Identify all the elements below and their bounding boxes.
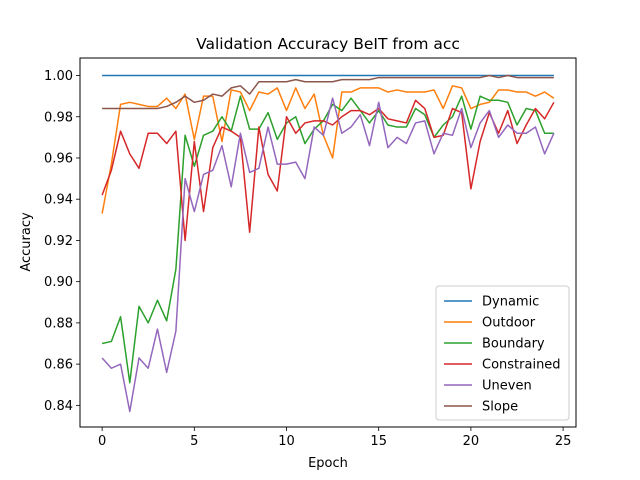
x-tick-label: 0 bbox=[98, 434, 106, 449]
legend-label-outdoor: Outdoor bbox=[482, 316, 536, 331]
x-axis-label: Epoch bbox=[308, 456, 348, 471]
x-tick-label: 5 bbox=[190, 434, 198, 449]
x-tick-label: 10 bbox=[278, 434, 295, 449]
x-tick-label: 20 bbox=[463, 434, 480, 449]
y-tick-label: 0.96 bbox=[44, 151, 73, 166]
plot-frame bbox=[79, 57, 577, 428]
series-line-outdoor bbox=[101, 85, 555, 214]
legend-label-uneven: Uneven bbox=[482, 379, 532, 394]
y-tick-label: 0.92 bbox=[44, 234, 73, 249]
legend-label-dynamic: Dynamic bbox=[482, 295, 539, 310]
y-tick-label: 0.86 bbox=[44, 358, 73, 373]
series-line-constrained bbox=[101, 99, 555, 242]
legend-label-constrained: Constrained bbox=[482, 358, 561, 373]
y-tick-label: 0.84 bbox=[44, 399, 73, 414]
y-tick-label: 1.00 bbox=[44, 69, 73, 84]
legend-box bbox=[435, 285, 570, 421]
chart-title: Validation Accuracy BeIT from acc bbox=[196, 35, 460, 53]
y-tick-label: 0.90 bbox=[44, 275, 73, 290]
legend-label-slope: Slope bbox=[482, 400, 518, 415]
y-axis-label: Accuracy bbox=[19, 212, 34, 272]
y-tick-label: 0.88 bbox=[44, 316, 73, 331]
x-axis: 0 5 10 15 20 25 bbox=[98, 427, 571, 449]
series-line-slope bbox=[102, 74, 554, 110]
y-axis: 0.84 0.86 0.88 0.90 0.92 0.94 0.96 0.98 1.00 bbox=[44, 69, 80, 414]
y-tick-label: 0.98 bbox=[44, 110, 73, 125]
plot-lines bbox=[101, 74, 555, 413]
legend: Dynamic Outdoor Boundary Constrained Uneven S… bbox=[435, 285, 570, 421]
x-tick-label: 15 bbox=[370, 434, 387, 449]
legend-label-boundary: Boundary bbox=[482, 337, 545, 352]
series-line-boundary bbox=[101, 95, 554, 384]
x-tick-label: 25 bbox=[555, 434, 572, 449]
series-line-uneven bbox=[101, 97, 555, 413]
y-tick-label: 0.94 bbox=[44, 193, 73, 208]
